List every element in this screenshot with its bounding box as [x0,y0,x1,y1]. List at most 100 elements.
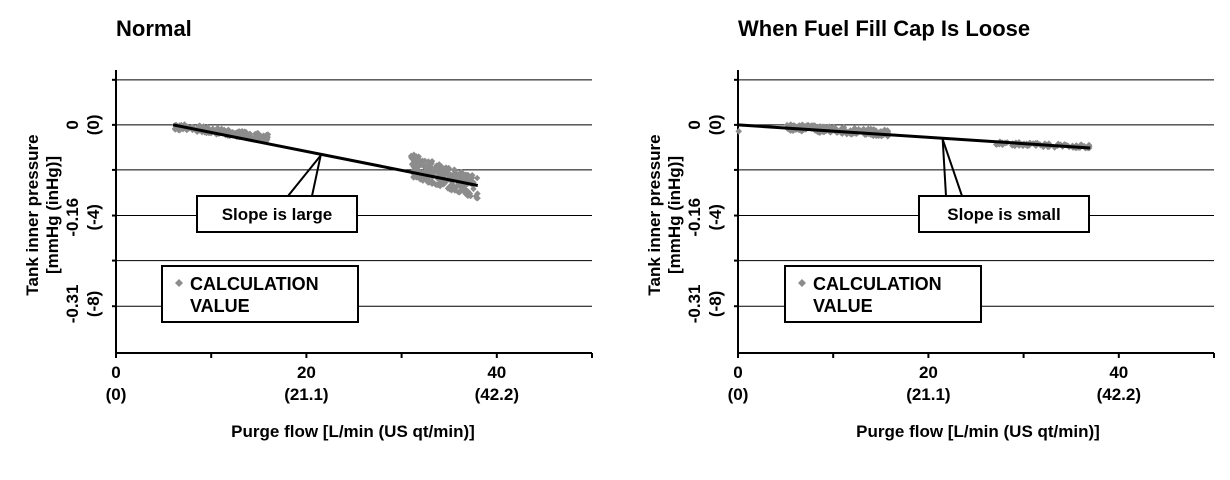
data-point [235,129,242,137]
data-point [439,166,446,173]
legend-box [161,265,359,323]
data-point [456,182,463,190]
callout-pointer [311,155,322,197]
trend-line-group [737,123,1091,150]
data-point [428,157,436,165]
data-point [432,181,439,188]
data-point [428,177,435,185]
slope-callout: Slope is large [196,154,358,233]
callout-pointer [941,138,963,197]
data-point [254,129,261,137]
data-point [804,122,811,129]
data-point [1040,143,1047,151]
legend-label-line2: VALUE [190,296,250,316]
legend-label-line2: VALUE [813,296,873,316]
data-point [474,190,481,197]
callout-text: Slope is small [947,205,1060,224]
tick-labels: 0(0)20(21.1)40(42.2)0 (0)-0.16 (-4)-0.31 (-… [685,114,1141,404]
data-point [440,180,448,188]
x-tick-label: 40 [487,363,506,382]
data-point [427,168,434,176]
legend-marker [798,279,806,287]
legend-marker [175,279,183,287]
data-point [264,131,272,138]
slope-callout: Slope is small [918,138,1090,233]
data-point [869,126,877,133]
x-tick-sublabel: (0) [728,385,749,404]
data-point [410,174,417,181]
callout-pointer [941,139,947,197]
data-point [409,160,417,168]
x-tick-label: 20 [919,363,938,382]
y-tick-label: -0.16 [685,198,704,237]
data-point [470,185,477,193]
data-point [463,171,470,179]
data-point [811,122,819,129]
legend-label-line1: CALCULATION [813,274,942,294]
data-point [855,126,862,133]
data-point [415,153,422,160]
y-tick-sublabel: (-4) [84,204,103,230]
data-point [846,130,854,138]
data-point [860,125,867,133]
data-point [993,141,1001,148]
x-tick-label: 0 [733,363,742,382]
y-tick-label: 0 [63,120,82,129]
data-point [246,132,253,140]
data-point [815,129,823,136]
trend-line-group [172,123,479,187]
chart-panel-normal: Normal 0(0)20(21.1)40(42.2)0 (0)-0.16 (-4)… [23,16,593,441]
data-point [463,190,470,197]
data-point [467,192,474,200]
tick-labels: 0(0)20(21.1)40(42.2)0 (0)-0.16 (-4)-0.31 (-… [63,114,519,404]
legend-box [784,265,982,323]
y-tick-sublabel: (-8) [706,291,725,317]
data-point [424,164,431,171]
data-point [798,128,805,135]
y-tick-sublabel: (0) [84,114,103,135]
data-point [255,134,262,141]
data-point [435,170,442,177]
data-point [447,171,454,178]
data-point [463,175,471,182]
trend-line [737,123,1091,150]
data-point [455,171,463,178]
y-tick-label: -0.16 [63,198,82,237]
axis-ticks [112,78,593,358]
data-point [457,187,464,195]
x-axis-label: Purge flow [L/min (US qt/min)] [231,422,475,441]
data-point [878,128,885,135]
y-tick-sublabel: (-8) [84,291,103,317]
x-tick-sublabel: (42.2) [1097,385,1141,404]
data-point [264,135,271,143]
data-point [444,165,451,172]
x-tick-label: 20 [297,363,316,382]
data-point [411,167,418,175]
y-tick-sublabel: (-4) [706,204,725,230]
axis-ticks [734,78,1215,358]
x-tick-label: 40 [1109,363,1128,382]
data-point [819,124,827,131]
data-point [195,123,202,131]
chart-title: Normal [116,16,192,41]
data-point [827,129,834,136]
y-tick-label: -0.31 [63,285,82,324]
chart-title: When Fuel Fill Cap Is Loose [738,16,1030,41]
trend-line [172,123,479,187]
data-point [221,126,228,134]
y-axis-label-line1: Tank inner pressure [645,134,664,295]
x-tick-sublabel: (0) [106,385,127,404]
callout-box [196,195,358,233]
legend-label-line1: CALCULATION [190,274,319,294]
data-point [735,127,742,135]
data-point [446,183,453,190]
data-point [451,187,459,194]
x-tick-sublabel: (21.1) [906,385,950,404]
chart-panel-loose-cap: When Fuel Fill Cap Is Loose 0 (0) 20 (21.1)… [645,16,1215,441]
y-tick-label: 0 [685,120,704,129]
data-point [420,158,427,166]
y-axis-label-line2: [mmHg (inHg)] [665,156,684,274]
